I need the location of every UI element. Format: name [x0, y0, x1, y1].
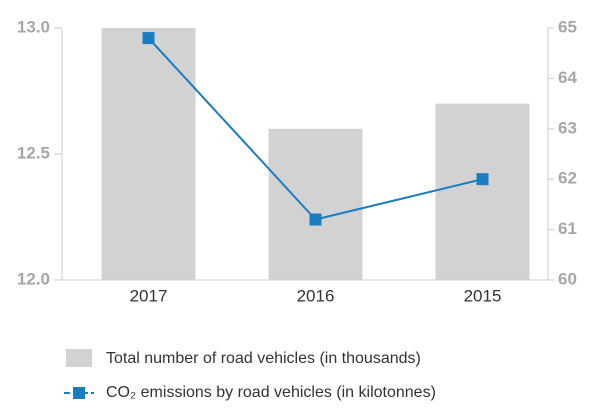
x-tick-label: 2015 [464, 286, 502, 305]
legend-marker [73, 387, 85, 399]
x-tick-label: 2016 [297, 286, 335, 305]
line-marker [476, 173, 489, 186]
x-tick-label: 2017 [130, 286, 168, 305]
bar [101, 28, 196, 280]
legend-label: CO₂ emissions by road vehicles (in kilot… [106, 384, 436, 401]
y2-tick-label: 65 [558, 17, 577, 36]
bar [268, 128, 363, 280]
line-marker [309, 213, 322, 226]
y2-tick-label: 61 [558, 219, 577, 238]
y2-tick-label: 63 [558, 118, 577, 137]
y-tick-label: 12.0 [17, 269, 50, 288]
y-tick-label: 12.5 [17, 143, 50, 162]
line-marker [142, 32, 155, 45]
legend-swatch [66, 349, 92, 367]
y2-tick-label: 60 [558, 269, 577, 288]
legend-label: Total number of road vehicles (in thousa… [106, 350, 421, 367]
y2-tick-label: 62 [558, 169, 577, 188]
bar [435, 103, 530, 280]
y-tick-label: 13.0 [17, 17, 50, 36]
y2-tick-label: 64 [558, 68, 577, 87]
